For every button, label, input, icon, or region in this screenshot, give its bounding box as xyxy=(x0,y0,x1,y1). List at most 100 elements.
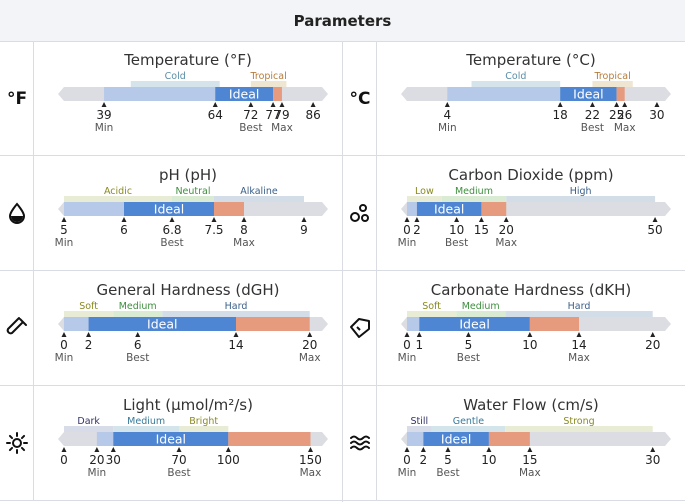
tick-sublabel: Min xyxy=(398,352,417,364)
tick-marker xyxy=(233,332,239,337)
tick-marker xyxy=(135,332,141,337)
upper-range xyxy=(488,432,530,446)
parameter-panel: Water Flow (cm/s) Still Gentle Strong Ideal 0… xyxy=(377,386,685,500)
parameter-panel: General Hardness (dGH) Soft Medium Hard Idea… xyxy=(34,271,342,385)
parameter-panel: Light (µmol/m²/s) Dark Medium Bright Ideal 0 2… xyxy=(34,386,342,500)
tick-sublabel: Best xyxy=(436,467,459,479)
tick-label: 30 xyxy=(645,453,660,467)
tick-marker xyxy=(416,332,422,337)
tolerable-range xyxy=(64,317,89,331)
zone-label: Cold xyxy=(505,71,526,82)
tick-label: 30 xyxy=(649,108,664,122)
tick-label: 14 xyxy=(571,338,586,352)
tick-marker xyxy=(404,332,410,337)
ideal-label: Ideal xyxy=(573,87,603,102)
zone-label: Neutral xyxy=(175,186,210,197)
sun-icon xyxy=(0,386,34,500)
tick-sublabel: Min xyxy=(55,237,74,249)
tick-marker xyxy=(121,217,127,222)
ideal-range xyxy=(416,202,482,216)
tick-label: 0 xyxy=(403,223,411,237)
ideal-range xyxy=(419,317,530,331)
zone-label: Medium xyxy=(119,301,157,312)
tick-sublabel: Max xyxy=(233,237,255,249)
tick-sublabel: Best xyxy=(239,122,262,134)
tick-sublabel: Best xyxy=(126,352,149,364)
tick-label: 0 xyxy=(403,338,411,352)
zone-label: Soft xyxy=(422,301,441,312)
zone-label: Medium xyxy=(462,301,500,312)
zone-band xyxy=(64,311,114,319)
zone-band xyxy=(441,196,507,204)
bubbles-icon xyxy=(343,156,377,270)
tick-label: 20 xyxy=(499,223,514,237)
parameter-panel: Carbon Dioxide (ppm) Low Medium High Ideal 0 M… xyxy=(377,156,685,270)
tick-label: 64 xyxy=(208,108,223,122)
tick-sublabel: Best xyxy=(160,237,183,249)
tick-label: 6 xyxy=(134,338,142,352)
tick-marker xyxy=(503,217,509,222)
tick-marker xyxy=(614,102,620,107)
tick-sublabel: Min xyxy=(438,122,457,134)
tick-label: 20 xyxy=(89,453,104,467)
tick-sublabel: Best xyxy=(445,237,468,249)
zone-label: Dark xyxy=(77,416,100,427)
zone-band xyxy=(179,426,229,434)
zone-label: Still xyxy=(410,416,428,427)
tick-label: 25 xyxy=(609,108,624,122)
tick-label: 0 xyxy=(403,453,411,467)
tick-marker xyxy=(225,447,231,452)
tick-label: 5 xyxy=(444,453,452,467)
parameter-panel: Carbonate Hardness (dKH) Soft Medium Hard Id… xyxy=(377,271,685,385)
tick-marker xyxy=(414,217,420,222)
zone-band xyxy=(113,426,180,434)
tick-marker xyxy=(176,447,182,452)
parameter-title: pH (pH) xyxy=(158,166,218,184)
parameter-title: Light (µmol/m²/s) xyxy=(123,396,253,414)
tick-marker xyxy=(86,332,92,337)
zone-band xyxy=(162,311,310,319)
tick-sublabel: Max xyxy=(495,237,517,249)
tick-marker xyxy=(650,332,656,337)
tick-label: 0 xyxy=(60,338,68,352)
tick-marker xyxy=(652,217,658,222)
tick-marker xyxy=(404,447,410,452)
parameter-title: Carbon Dioxide (ppm) xyxy=(448,166,614,184)
zone-band xyxy=(250,81,287,89)
tick-marker xyxy=(61,447,67,452)
tick-label: 100 xyxy=(217,453,240,467)
ideal-range xyxy=(423,432,489,446)
zone-label: Gentle xyxy=(453,416,485,427)
tick-marker xyxy=(420,447,426,452)
zone-band xyxy=(172,196,214,204)
zone-band xyxy=(407,311,457,319)
parameter-row: General Hardness (dGH) Soft Medium Hard Idea… xyxy=(0,271,685,386)
zone-label: Cold xyxy=(165,71,186,82)
tolerable-range xyxy=(104,87,216,101)
tick-label: 0 xyxy=(60,453,68,467)
parameter-title: Water Flow (cm/s) xyxy=(463,396,599,414)
tick-marker xyxy=(101,102,107,107)
ideal-range xyxy=(124,202,214,216)
ideal-label: Ideal xyxy=(154,202,184,217)
tick-label: 8 xyxy=(240,223,248,237)
tolerable-range xyxy=(64,202,124,216)
tick-sublabel: Max xyxy=(300,467,322,479)
parameter-panel: Temperature (°F) Cold Tropical Ideal 39 Min 64… xyxy=(34,41,342,155)
parameter-title: Carbonate Hardness (dKH) xyxy=(430,281,632,299)
tick-label: 72 xyxy=(243,108,258,122)
tick-label: 10 xyxy=(481,453,496,467)
tick-marker xyxy=(465,332,471,337)
upper-range xyxy=(214,202,244,216)
parameters-header: Parameters xyxy=(0,0,685,42)
tick-sublabel: Best xyxy=(457,352,480,364)
zone-band xyxy=(407,426,432,434)
tick-marker xyxy=(169,217,175,222)
parameter-title: General Hardness (dGH) xyxy=(96,281,280,299)
tolerable-range xyxy=(407,317,420,331)
column-divider xyxy=(342,41,343,502)
tick-marker xyxy=(110,447,116,452)
zone-band xyxy=(214,196,304,204)
tick-sublabel: Max xyxy=(519,467,541,479)
